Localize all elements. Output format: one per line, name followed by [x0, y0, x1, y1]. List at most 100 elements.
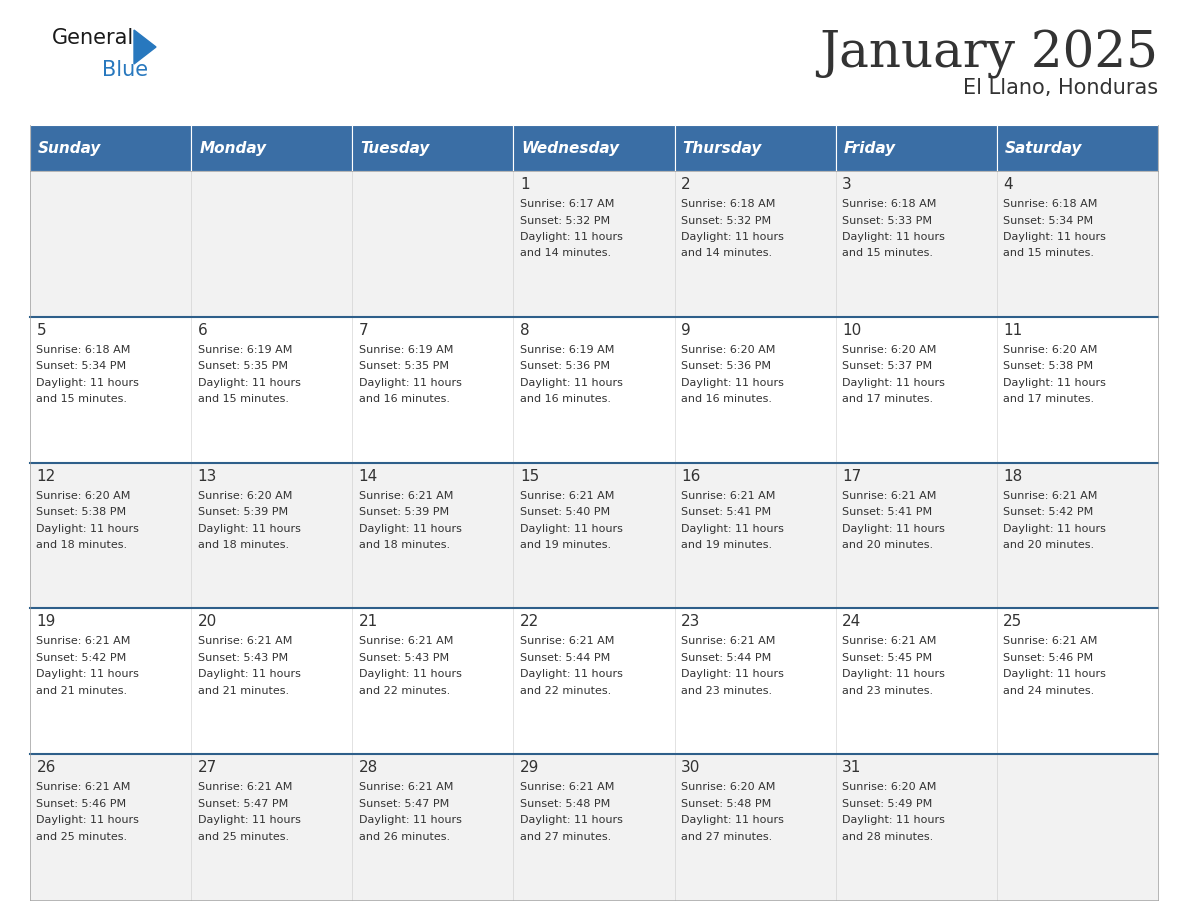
FancyBboxPatch shape: [191, 463, 353, 609]
FancyBboxPatch shape: [30, 125, 191, 171]
Text: Sunrise: 6:21 AM: Sunrise: 6:21 AM: [520, 490, 614, 500]
Text: and 25 minutes.: and 25 minutes.: [37, 832, 127, 842]
Text: Daylight: 11 hours: Daylight: 11 hours: [37, 815, 139, 825]
Text: Sunrise: 6:17 AM: Sunrise: 6:17 AM: [520, 199, 614, 209]
Text: Daylight: 11 hours: Daylight: 11 hours: [842, 232, 944, 242]
Text: Daylight: 11 hours: Daylight: 11 hours: [37, 669, 139, 679]
FancyBboxPatch shape: [997, 463, 1158, 609]
FancyBboxPatch shape: [997, 171, 1158, 317]
FancyBboxPatch shape: [353, 609, 513, 755]
Text: Sunrise: 6:19 AM: Sunrise: 6:19 AM: [359, 345, 453, 354]
Text: Daylight: 11 hours: Daylight: 11 hours: [197, 815, 301, 825]
Text: 21: 21: [359, 614, 378, 630]
Text: Friday: Friday: [843, 140, 896, 155]
Text: Sunrise: 6:21 AM: Sunrise: 6:21 AM: [1004, 636, 1098, 646]
Text: Daylight: 11 hours: Daylight: 11 hours: [842, 523, 944, 533]
Text: Sunrise: 6:21 AM: Sunrise: 6:21 AM: [681, 490, 776, 500]
Text: Daylight: 11 hours: Daylight: 11 hours: [681, 815, 784, 825]
Text: Daylight: 11 hours: Daylight: 11 hours: [359, 523, 462, 533]
Text: Daylight: 11 hours: Daylight: 11 hours: [842, 378, 944, 387]
Text: Sunrise: 6:21 AM: Sunrise: 6:21 AM: [197, 782, 292, 792]
Text: Sunrise: 6:20 AM: Sunrise: 6:20 AM: [842, 782, 936, 792]
Text: Sunrise: 6:21 AM: Sunrise: 6:21 AM: [37, 636, 131, 646]
Text: 17: 17: [842, 468, 861, 484]
Text: Sunrise: 6:21 AM: Sunrise: 6:21 AM: [359, 490, 453, 500]
Text: 4: 4: [1004, 177, 1013, 192]
Text: and 15 minutes.: and 15 minutes.: [842, 249, 933, 259]
Text: Tuesday: Tuesday: [360, 140, 430, 155]
Text: Sunset: 5:36 PM: Sunset: 5:36 PM: [520, 362, 609, 371]
Text: Sunset: 5:32 PM: Sunset: 5:32 PM: [681, 216, 771, 226]
Text: Sunday: Sunday: [38, 140, 101, 155]
Text: and 19 minutes.: and 19 minutes.: [681, 540, 772, 550]
Text: Saturday: Saturday: [1005, 140, 1082, 155]
Text: Sunset: 5:41 PM: Sunset: 5:41 PM: [681, 507, 771, 517]
Text: 30: 30: [681, 760, 701, 775]
Text: 16: 16: [681, 468, 701, 484]
FancyBboxPatch shape: [675, 125, 835, 171]
FancyBboxPatch shape: [353, 125, 513, 171]
Text: 28: 28: [359, 760, 378, 775]
Text: and 23 minutes.: and 23 minutes.: [681, 686, 772, 696]
FancyBboxPatch shape: [997, 125, 1158, 171]
Text: Sunrise: 6:18 AM: Sunrise: 6:18 AM: [37, 345, 131, 354]
Text: Sunset: 5:43 PM: Sunset: 5:43 PM: [359, 653, 449, 663]
Text: Daylight: 11 hours: Daylight: 11 hours: [359, 378, 462, 387]
Text: Sunset: 5:47 PM: Sunset: 5:47 PM: [359, 799, 449, 809]
Text: Sunset: 5:46 PM: Sunset: 5:46 PM: [1004, 653, 1093, 663]
Text: Sunset: 5:38 PM: Sunset: 5:38 PM: [37, 507, 127, 517]
Text: Sunset: 5:34 PM: Sunset: 5:34 PM: [37, 362, 127, 371]
Text: 2: 2: [681, 177, 690, 192]
Text: Sunrise: 6:20 AM: Sunrise: 6:20 AM: [681, 782, 776, 792]
FancyBboxPatch shape: [513, 171, 675, 317]
FancyBboxPatch shape: [191, 317, 353, 463]
Text: and 18 minutes.: and 18 minutes.: [359, 540, 450, 550]
Text: and 22 minutes.: and 22 minutes.: [359, 686, 450, 696]
FancyBboxPatch shape: [353, 171, 513, 317]
Text: Sunset: 5:35 PM: Sunset: 5:35 PM: [197, 362, 287, 371]
Text: 20: 20: [197, 614, 217, 630]
Text: 27: 27: [197, 760, 217, 775]
Text: 3: 3: [842, 177, 852, 192]
Text: Sunset: 5:33 PM: Sunset: 5:33 PM: [842, 216, 933, 226]
Text: Daylight: 11 hours: Daylight: 11 hours: [37, 378, 139, 387]
Text: and 17 minutes.: and 17 minutes.: [842, 395, 934, 404]
Text: and 16 minutes.: and 16 minutes.: [681, 395, 772, 404]
Text: Daylight: 11 hours: Daylight: 11 hours: [359, 815, 462, 825]
Text: Sunset: 5:37 PM: Sunset: 5:37 PM: [842, 362, 933, 371]
FancyBboxPatch shape: [191, 755, 353, 900]
FancyBboxPatch shape: [835, 125, 997, 171]
Text: Sunset: 5:45 PM: Sunset: 5:45 PM: [842, 653, 933, 663]
Text: Sunrise: 6:18 AM: Sunrise: 6:18 AM: [842, 199, 936, 209]
Text: 1: 1: [520, 177, 530, 192]
Text: 7: 7: [359, 323, 368, 338]
FancyBboxPatch shape: [835, 609, 997, 755]
Text: and 15 minutes.: and 15 minutes.: [37, 395, 127, 404]
Text: Daylight: 11 hours: Daylight: 11 hours: [520, 232, 623, 242]
FancyBboxPatch shape: [513, 125, 675, 171]
Text: and 18 minutes.: and 18 minutes.: [197, 540, 289, 550]
Text: Daylight: 11 hours: Daylight: 11 hours: [842, 669, 944, 679]
Text: Daylight: 11 hours: Daylight: 11 hours: [1004, 232, 1106, 242]
FancyBboxPatch shape: [30, 609, 191, 755]
Text: Daylight: 11 hours: Daylight: 11 hours: [1004, 669, 1106, 679]
Text: Daylight: 11 hours: Daylight: 11 hours: [197, 669, 301, 679]
Text: Sunset: 5:40 PM: Sunset: 5:40 PM: [520, 507, 609, 517]
Text: Sunrise: 6:18 AM: Sunrise: 6:18 AM: [681, 199, 776, 209]
Text: Sunset: 5:47 PM: Sunset: 5:47 PM: [197, 799, 287, 809]
FancyBboxPatch shape: [997, 609, 1158, 755]
Text: and 26 minutes.: and 26 minutes.: [359, 832, 450, 842]
Text: and 21 minutes.: and 21 minutes.: [197, 686, 289, 696]
Text: Sunset: 5:32 PM: Sunset: 5:32 PM: [520, 216, 609, 226]
Text: 15: 15: [520, 468, 539, 484]
Text: Sunset: 5:49 PM: Sunset: 5:49 PM: [842, 799, 933, 809]
Text: Daylight: 11 hours: Daylight: 11 hours: [520, 815, 623, 825]
Text: Sunrise: 6:21 AM: Sunrise: 6:21 AM: [359, 782, 453, 792]
FancyBboxPatch shape: [675, 755, 835, 900]
Text: and 21 minutes.: and 21 minutes.: [37, 686, 127, 696]
Text: 12: 12: [37, 468, 56, 484]
Text: Sunrise: 6:21 AM: Sunrise: 6:21 AM: [1004, 490, 1098, 500]
FancyBboxPatch shape: [353, 463, 513, 609]
FancyBboxPatch shape: [675, 171, 835, 317]
Text: Sunrise: 6:20 AM: Sunrise: 6:20 AM: [197, 490, 292, 500]
